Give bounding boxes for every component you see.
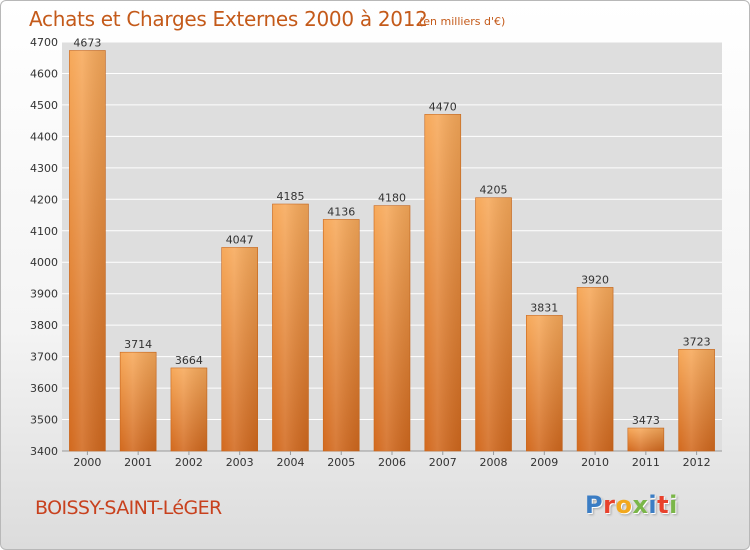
x-axis-ticks: 2000 2001 2002 2003 2004 2005 2006 2007 2008 2009… xyxy=(73,451,711,469)
y-tick-label: 4100 xyxy=(30,225,58,238)
y-tick-label: 4300 xyxy=(30,162,58,175)
y-tick-label: 3500 xyxy=(30,414,58,427)
chart-subtitle: (en milliers d'€) xyxy=(419,15,506,28)
logo-letter: P xyxy=(585,491,604,519)
y-tick-label: 4600 xyxy=(30,67,58,80)
logo-letter: x xyxy=(632,491,649,519)
y-tick-label: 3800 xyxy=(30,319,58,332)
value-label-2001: 3714 xyxy=(124,338,152,351)
chart-title: Achats et Charges Externes 2000 à 2012 xyxy=(29,7,428,31)
y-tick-label: 3600 xyxy=(30,382,58,395)
bar-highlight xyxy=(69,50,106,451)
x-tick-label-2005: 2005 xyxy=(327,456,355,469)
logo-letter: r xyxy=(603,491,616,519)
x-tick-label-2002: 2002 xyxy=(175,456,203,469)
x-tick-label-2007: 2007 xyxy=(429,456,457,469)
y-tick-label: 3900 xyxy=(30,288,58,301)
bar-highlight xyxy=(577,287,614,451)
bar-highlight xyxy=(272,204,309,451)
value-label-2010: 3920 xyxy=(581,273,609,286)
bar-highlight xyxy=(475,197,512,451)
x-tick-label-2000: 2000 xyxy=(73,456,101,469)
value-label-2011: 3473 xyxy=(632,414,660,427)
x-tick-label-2001: 2001 xyxy=(124,456,152,469)
bar-highlight xyxy=(170,367,207,451)
y-tick-label: 4500 xyxy=(30,99,58,112)
bar-highlight xyxy=(678,349,715,451)
x-tick-label-2011: 2011 xyxy=(632,456,660,469)
logo-letter: i xyxy=(669,491,678,519)
bar-highlight xyxy=(221,247,258,451)
bar-highlight xyxy=(424,114,461,451)
bar-highlight xyxy=(120,352,157,451)
bar-highlight xyxy=(323,219,360,451)
value-label-2000: 4673 xyxy=(73,36,101,49)
x-tick-label-2006: 2006 xyxy=(378,456,406,469)
y-tick-label: 4000 xyxy=(30,256,58,269)
value-label-2008: 4205 xyxy=(480,184,508,197)
proxiti-logo[interactable]: Proxiti xyxy=(585,491,678,519)
y-tick-label: 3700 xyxy=(30,351,58,364)
value-label-2005: 4136 xyxy=(327,205,355,218)
y-tick-label: 3400 xyxy=(30,445,58,458)
bar-highlight xyxy=(627,428,664,451)
y-tick-label: 4400 xyxy=(30,130,58,143)
value-label-2006: 4180 xyxy=(378,192,406,205)
x-tick-label-2010: 2010 xyxy=(581,456,609,469)
value-label-2012: 3723 xyxy=(683,335,711,348)
logo-letter: t xyxy=(657,491,670,519)
y-tick-label: 4700 xyxy=(30,36,58,49)
y-axis-ticks: 3400 3500 3600 3700 3800 3900 4000 4100 4200 4300… xyxy=(30,36,58,458)
value-label-2002: 3664 xyxy=(175,354,203,367)
commune-name: BOISSY-SAINT-LéGER xyxy=(35,497,222,519)
value-label-2009: 3831 xyxy=(530,301,558,314)
x-tick-label-2003: 2003 xyxy=(226,456,254,469)
x-tick-label-2012: 2012 xyxy=(683,456,711,469)
x-tick-label-2009: 2009 xyxy=(530,456,558,469)
y-tick-label: 4200 xyxy=(30,193,58,206)
logo-letter: i xyxy=(648,491,658,519)
value-label-2007: 4470 xyxy=(429,100,457,113)
value-label-2004: 4185 xyxy=(276,190,304,203)
value-labels: 4673 3714 3664 4047 4185 4136 4180 4470 4205 3831… xyxy=(73,36,710,427)
bar-highlight xyxy=(374,205,410,451)
bar-highlight xyxy=(526,315,563,451)
logo-letter: o xyxy=(615,491,633,519)
x-tick-label-2008: 2008 xyxy=(480,456,508,469)
x-tick-label-2004: 2004 xyxy=(276,456,304,469)
value-label-2003: 4047 xyxy=(226,233,254,246)
bars xyxy=(69,50,715,452)
